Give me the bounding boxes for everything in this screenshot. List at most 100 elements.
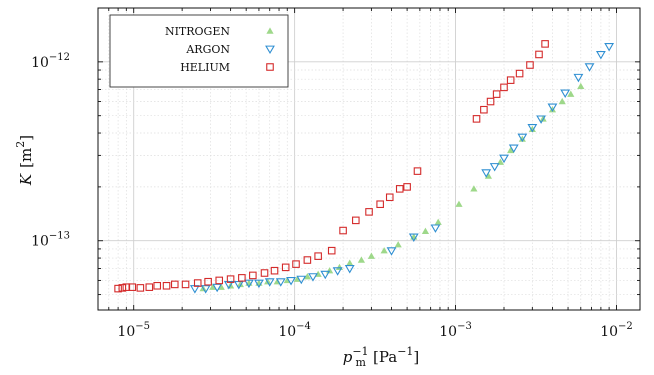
data-point [595,51,606,60]
data-point [506,76,515,84]
data-point [209,283,217,290]
data-point [344,265,355,274]
data-point [413,167,422,175]
legend-box [109,14,289,88]
legend-marker [266,27,274,34]
data-point [339,226,347,235]
data-point [541,40,549,48]
data-point [517,133,528,143]
data-point [518,135,526,142]
data-point [352,216,360,225]
data-point [507,146,515,154]
data-point [128,283,137,291]
data-point [114,284,122,293]
data-point [264,278,275,287]
legend-item-2: HELIUM [180,61,274,74]
data-point [145,283,154,291]
series-helium [114,40,549,293]
y-tick-label: 10−13 [31,231,70,250]
data-markers [114,40,615,294]
x-tick-label: 10−5 [117,321,150,340]
data-point [326,267,334,274]
legend: NITROGEN ARGON HELIUM [109,14,289,88]
data-point [577,82,585,89]
data-point [303,273,311,280]
data-point [584,63,595,72]
data-point [286,276,296,286]
x-tick-label: 10−2 [600,321,633,340]
data-point [193,279,202,287]
data-point [484,172,493,179]
data-point [244,279,254,289]
legend-label: NITROGEN [165,25,230,38]
data-point [346,259,354,266]
y-axis-ticks: 10−13 10−12 [31,7,640,296]
data-point [380,247,388,254]
x-axis-ticks: 10−5 10−4 10−3 10−2 [97,8,633,340]
data-point [270,266,279,275]
data-point [489,163,500,172]
legend-label: HELIUM [180,61,230,74]
data-point [226,275,235,283]
x-axis-label: p−1 m [Pa−1] [343,345,420,369]
data-point [499,154,509,164]
plot-frame [97,7,641,311]
data-point [508,144,519,154]
data-point [217,283,225,290]
data-point [408,233,419,243]
data-point [275,278,286,287]
data-point [170,280,179,289]
data-point [249,271,257,280]
data-point [573,73,584,83]
data-point [472,115,481,123]
data-point [567,90,575,97]
data-point [303,256,312,264]
data-point [535,50,543,59]
legend-item-0: NITROGEN [165,25,274,38]
data-point [260,269,269,277]
legend-label: ARGON [185,43,230,56]
data-point [455,200,463,207]
data-point [367,252,376,259]
data-point [296,275,307,285]
data-point [604,42,615,52]
data-point [385,193,394,202]
data-point [332,267,343,276]
legend-marker [266,63,274,71]
data-point [376,200,384,209]
data-point [320,270,331,280]
data-point [200,285,211,294]
data-point [238,274,246,282]
data-point [434,218,442,225]
data-point [470,185,478,192]
data-point [215,276,224,285]
data-point [162,281,171,290]
data-point [394,241,402,248]
legend-marker [265,45,275,55]
y-axis-label: K[m2] [14,135,35,186]
data-point [335,263,344,271]
data-point [486,97,495,106]
data-point [558,97,566,105]
data-point [480,105,488,114]
data-point [430,224,441,233]
data-point [527,123,538,133]
data-point [365,208,373,216]
data-point [403,183,411,191]
data-point [536,115,547,124]
data-point [308,273,318,282]
data-point [136,284,145,292]
data-point [212,283,223,293]
series-nitrogen [199,82,585,292]
data-point [292,260,300,268]
data-point [181,280,190,289]
data-point [528,125,536,132]
data-point [386,247,397,256]
data-point [395,185,404,193]
data-point [314,252,322,260]
legend-item-1: ARGON [185,43,275,56]
data-point [500,83,508,92]
data-point [560,89,571,99]
series-argon [189,42,615,294]
